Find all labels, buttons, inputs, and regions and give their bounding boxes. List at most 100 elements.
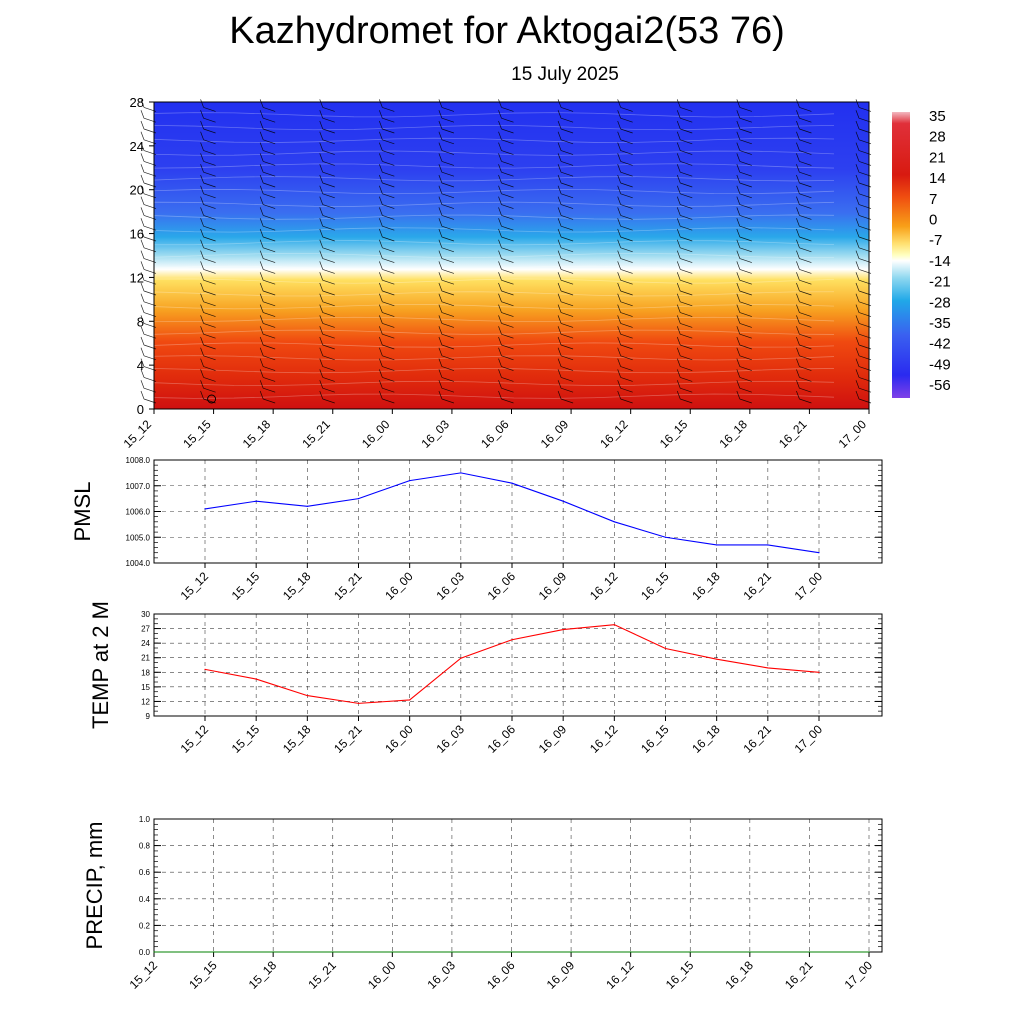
wind-barb (438, 207, 455, 220)
wind-barb (259, 99, 276, 112)
pmsl-panel: 1004.0 1005.0 1006.0 1007.0 1008.0 15_12 15_15… (70, 456, 883, 603)
wind-barb (676, 347, 693, 361)
wind-barb (736, 369, 752, 382)
wind-barb (259, 131, 276, 145)
data-point (391, 951, 393, 953)
x-tick-label: 16_21 (776, 417, 810, 451)
x-tick-label: 15_18 (246, 958, 280, 992)
wind-barb (796, 347, 812, 361)
wind-barb (438, 218, 455, 231)
y-tick-label: 8 (137, 314, 144, 329)
wind-barb (438, 272, 455, 285)
wind-barb (319, 250, 335, 263)
y-tick-label: 1005.0 (126, 533, 151, 542)
wind-barb (736, 228, 752, 242)
wind-barb (617, 304, 633, 317)
wind-barb (319, 228, 335, 242)
data-point (451, 951, 453, 953)
wind-barb (438, 315, 455, 328)
wind-barb (438, 304, 455, 317)
wind-barb (736, 239, 752, 253)
wind-barb (319, 272, 335, 285)
wind-barb (498, 390, 514, 404)
wind-barb (200, 174, 216, 188)
contour-line (153, 393, 835, 399)
wind-barb (259, 369, 276, 382)
wind-barb (676, 207, 693, 220)
wind-barb (438, 261, 455, 274)
wind-barb (498, 207, 514, 220)
wind-barb (557, 293, 574, 307)
y-tick-label: 1004.0 (126, 559, 151, 568)
data-point (460, 472, 462, 474)
wind-barb (438, 282, 455, 296)
wind-barb (379, 131, 395, 145)
colorbar-label: 28 (929, 129, 946, 146)
contour-line (153, 137, 835, 143)
wind-barb (498, 315, 514, 328)
wind-barb (557, 315, 574, 328)
wind-barb (796, 207, 812, 220)
wind-barb (617, 358, 633, 371)
wind-barb (379, 153, 395, 166)
wind-barb (319, 315, 335, 328)
wind-barb (200, 110, 216, 123)
wind-barb (498, 185, 514, 199)
colorbar-label: 0 (929, 212, 937, 229)
wind-barb (796, 369, 812, 382)
wind-barb (438, 99, 455, 112)
wind-barb (796, 315, 812, 328)
wind-barb (676, 293, 693, 307)
wind-barb (498, 304, 514, 317)
x-tick-label: 16_00 (365, 958, 399, 992)
wind-barb (557, 282, 574, 296)
page-title: Kazhydromet for Aktogai2(53 76) (229, 10, 785, 52)
colorbar-label: -35 (929, 315, 951, 332)
wind-barb (438, 347, 455, 361)
wind-barb (557, 174, 574, 188)
wind-barb (319, 336, 335, 350)
wind-barb (259, 293, 276, 307)
wind-barb (676, 131, 693, 145)
wind-barb (736, 326, 752, 339)
wind-barb (319, 380, 335, 393)
wind-barb (259, 218, 276, 231)
wind-barb (379, 142, 395, 155)
data-point (332, 951, 334, 953)
wind-barb (498, 380, 514, 393)
x-tick-label: 16_15 (663, 958, 697, 992)
wind-barb (379, 304, 395, 317)
wind-barb (200, 207, 216, 220)
data-point (689, 951, 691, 953)
data-point (808, 951, 811, 953)
wind-barb (617, 99, 633, 112)
data-point (749, 951, 751, 953)
wind-barb (379, 390, 395, 404)
x-tick-label: 16_09 (538, 417, 572, 451)
wind-barb (438, 326, 455, 339)
wind-barb (438, 239, 455, 253)
colorbar-label: 14 (929, 170, 946, 187)
wind-barb (796, 326, 812, 339)
data-point (255, 678, 257, 680)
contour-line (153, 188, 835, 195)
wind-barb (617, 228, 633, 242)
wind-barb (557, 380, 574, 393)
colorbar-label: 35 (929, 108, 946, 125)
x-tick-label: 16_06 (484, 958, 518, 992)
data-point (511, 482, 513, 484)
x-tick-label: 16_09 (536, 722, 570, 756)
wind-barb (259, 174, 276, 188)
wind-barb (736, 174, 752, 188)
y-tick-label: 0.2 (139, 921, 151, 930)
y-tick-label: 18 (141, 668, 150, 677)
wind-barb (498, 250, 514, 263)
wind-barb (438, 185, 455, 199)
wind-barb (676, 120, 693, 134)
data-point (212, 951, 215, 953)
wind-barb (438, 164, 455, 177)
wind-barb (498, 110, 514, 123)
wind-barb (676, 272, 693, 285)
wind-barb (736, 272, 752, 285)
